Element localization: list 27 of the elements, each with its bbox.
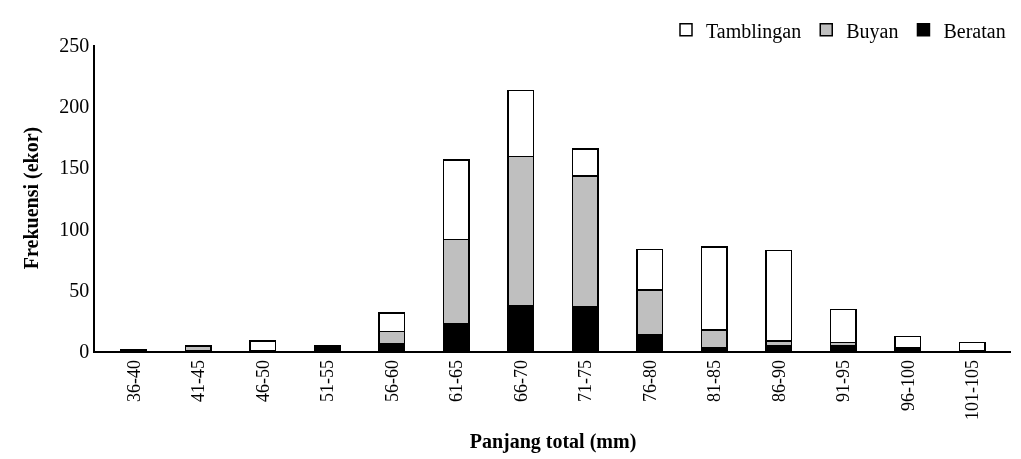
x-tick-label: 101-105 [962,359,983,420]
x-tick-label: 96-100 [897,359,918,411]
legend-label: Tamblingan [706,19,802,43]
x-tick-label: 46-50 [252,359,273,402]
x-tick-label: 86-90 [768,359,789,402]
y-tick-label: 50 [69,278,90,301]
x-tick-label: 36-40 [123,359,144,402]
x-tick-label: 56-60 [381,359,402,402]
y-tick-label: 250 [59,34,90,56]
x-tick-label: 91-95 [833,359,854,402]
x-axis-title: Panjang total (mm) [469,429,637,453]
bar [829,308,857,344]
x-tick-label: 81-85 [704,359,725,402]
y-tick-label: 0 [79,340,90,362]
bar [894,335,922,349]
x-tick-label: 76-80 [639,359,660,402]
x-tick-label: 71-75 [575,359,596,402]
legend-label: Beratan [943,19,1006,42]
y-tick-label: 100 [59,217,90,240]
y-tick-label: 200 [59,95,90,118]
x-tick-label: 66-70 [510,359,531,402]
legend-label: Buyan [846,19,899,43]
y-axis-title: Frekuensi (ekor) [20,126,44,270]
x-tick-label: 41-45 [188,359,209,402]
y-tick-label: 150 [59,156,90,179]
x-tick-label: 51-55 [317,359,338,402]
x-tick-label: 61-65 [446,359,467,402]
